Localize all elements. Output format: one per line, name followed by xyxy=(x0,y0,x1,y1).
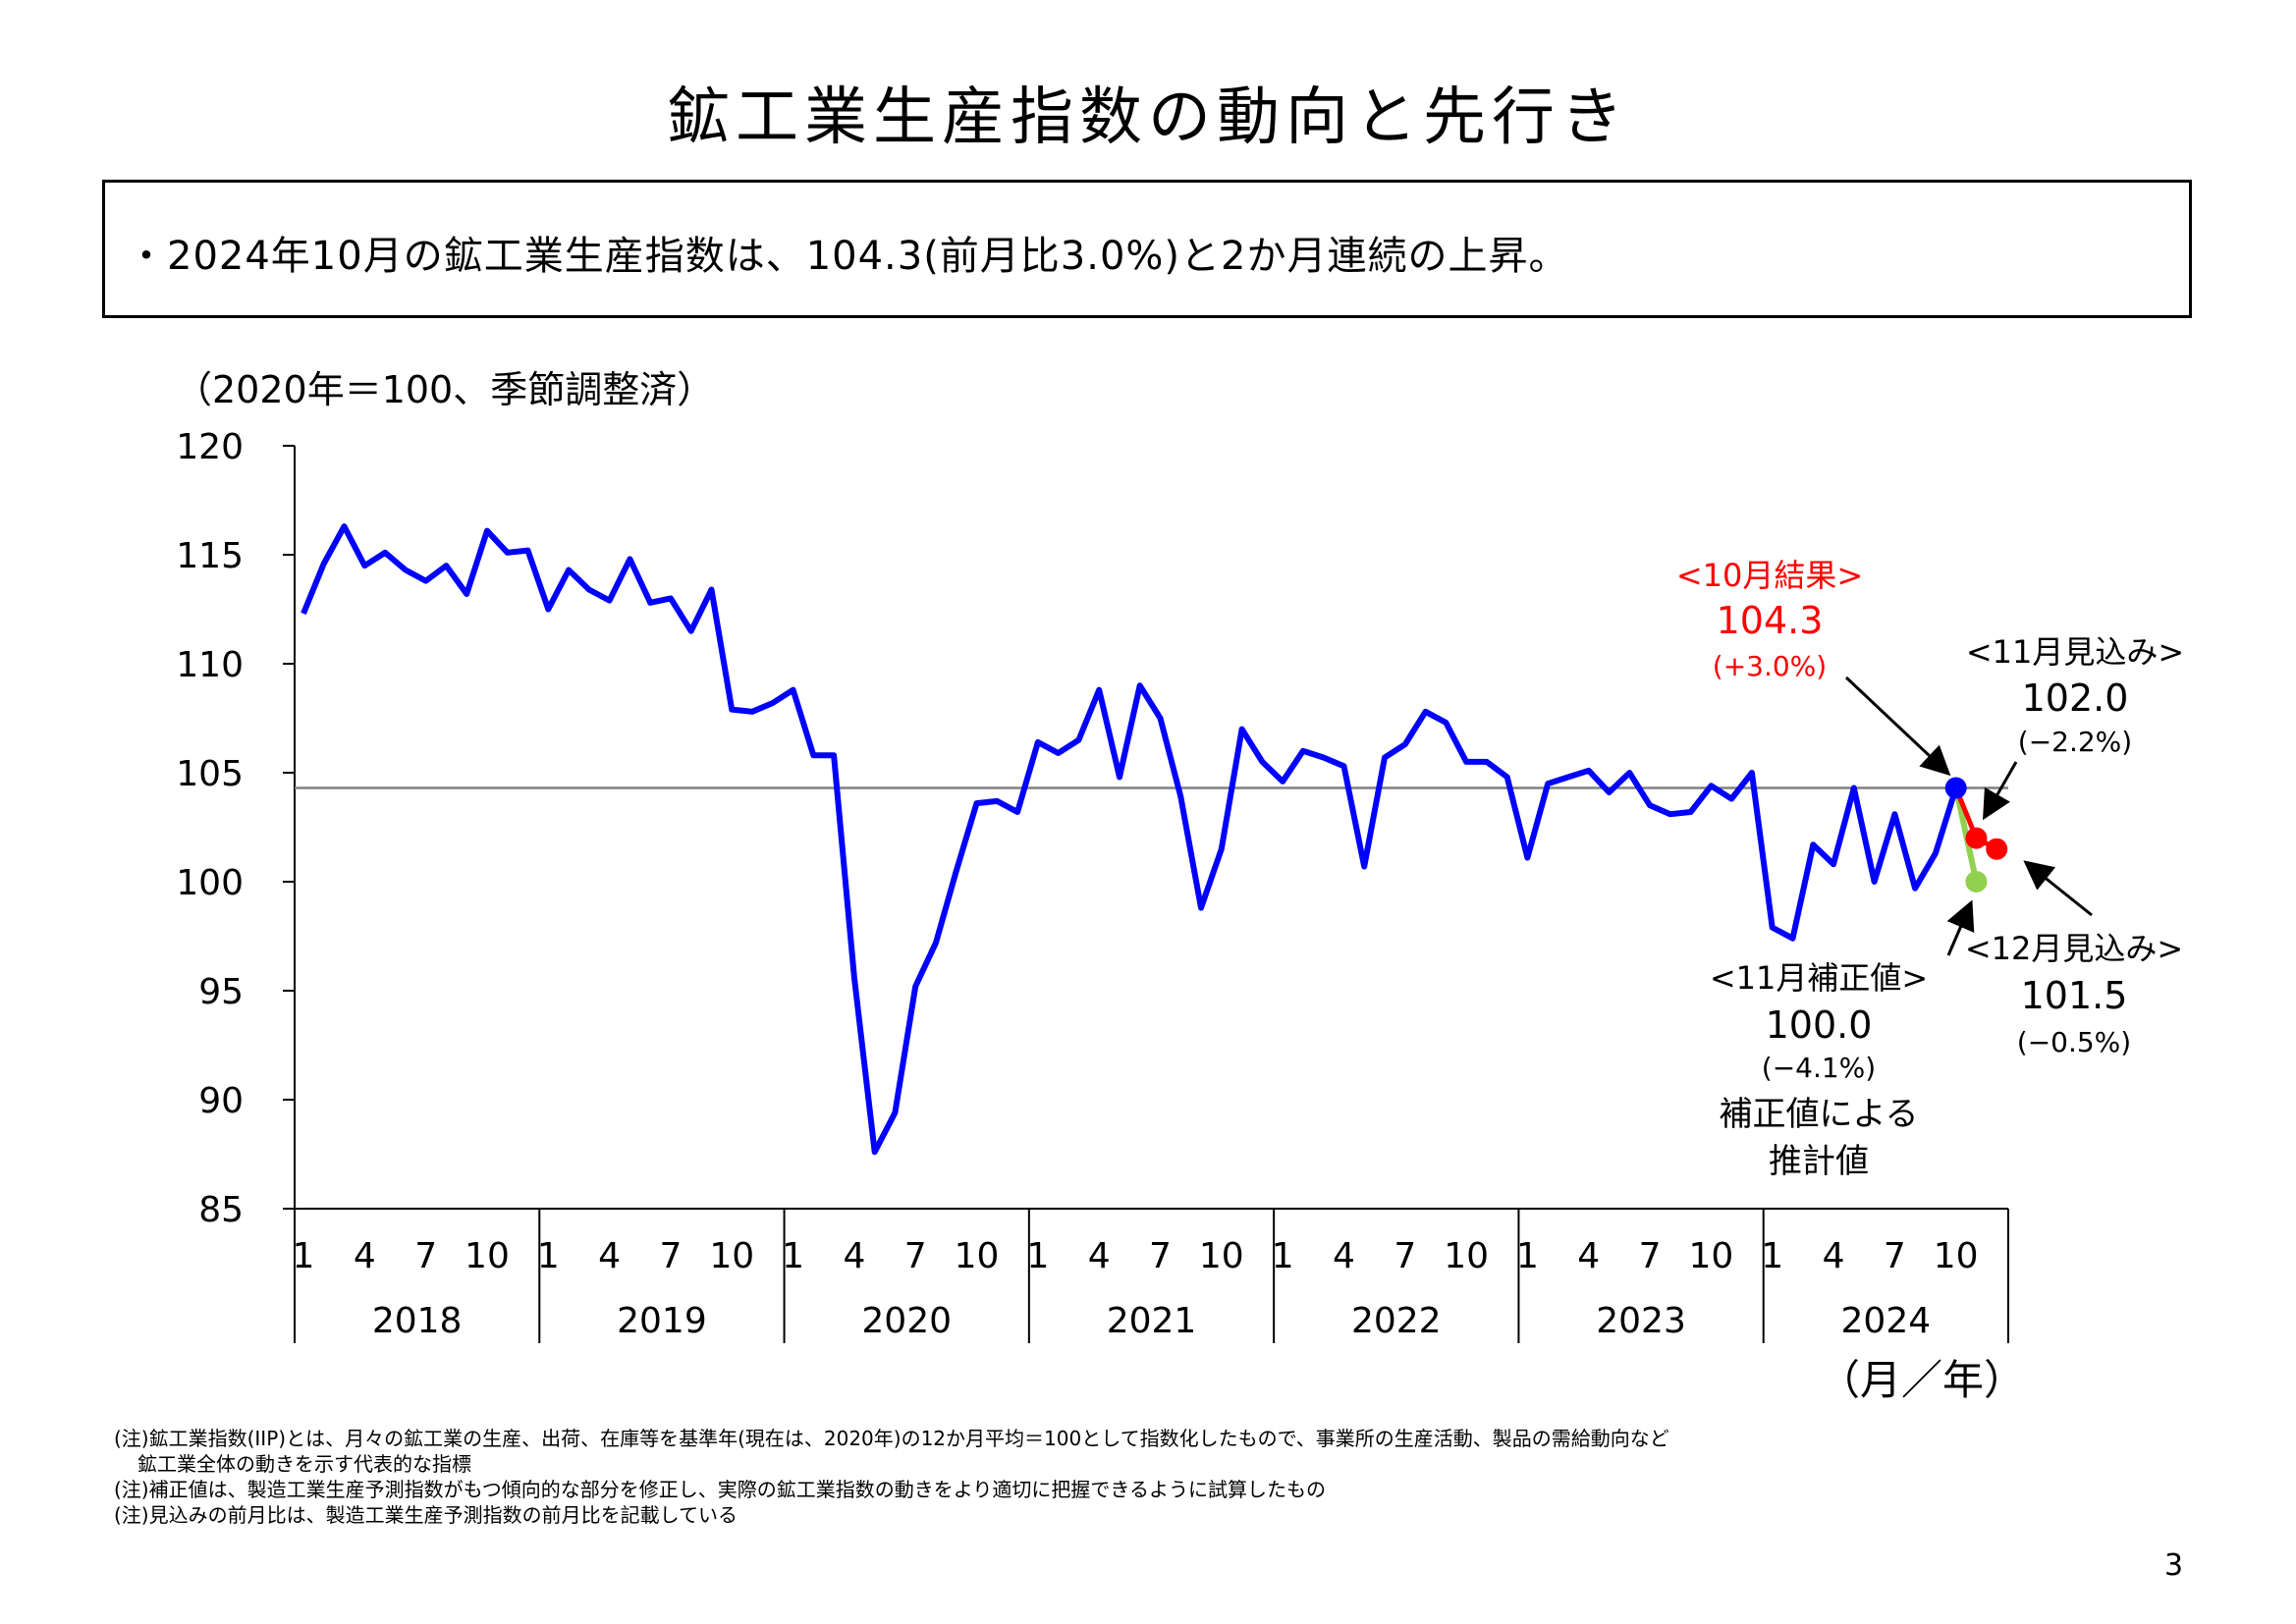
x-month-label: 10 xyxy=(1934,1236,1979,1276)
y-tick-label: 110 xyxy=(176,645,244,685)
oct-result-label: <10月結果> xyxy=(1676,557,1863,594)
y-unit-label: （2020年＝100、季節調整済） xyxy=(175,368,715,411)
x-month-label: 7 xyxy=(1394,1236,1416,1276)
arrow-dec-forecast xyxy=(2023,860,2093,917)
x-year-label: 2020 xyxy=(861,1301,952,1341)
x-month-label: 1 xyxy=(782,1236,804,1276)
x-month-label: 10 xyxy=(1688,1236,1733,1276)
y-tick-label: 115 xyxy=(176,536,244,576)
x-month-label: 10 xyxy=(709,1236,754,1276)
x-month-label: 1 xyxy=(1761,1236,1783,1276)
x-year-label: 2023 xyxy=(1596,1301,1686,1341)
summary-box: ・2024年10月の鉱工業生産指数は、104.3(前月比3.0%)と2か月連続の… xyxy=(102,180,2192,318)
series-line-iip xyxy=(301,523,1959,1156)
x-month-label: 1 xyxy=(1516,1236,1539,1276)
note-1-continued: 鉱工業全体の動きを示す代表的な指標 xyxy=(137,1452,471,1476)
arrow-nov-forecast xyxy=(1983,761,2018,821)
x-month-label: 7 xyxy=(904,1236,927,1276)
forecast-point xyxy=(1986,838,2008,860)
note-1: (注)鉱工業指数(IIP)とは、月々の鉱工業の生産、出荷、在庫等を基準年(現在は… xyxy=(114,1427,1669,1450)
corrected-point xyxy=(1965,871,1988,893)
x-month-label: 7 xyxy=(1884,1236,1906,1276)
x-year-label: 2022 xyxy=(1351,1301,1442,1341)
note-3: (注)見込みの前月比は、製造工業生産予測指数の前月比を記載している xyxy=(114,1503,738,1527)
oct-result-change: (+3.0%) xyxy=(1713,650,1827,682)
oct-result-value: 104.3 xyxy=(1717,599,1824,642)
x-month-label: 4 xyxy=(1088,1236,1111,1276)
nov-corrected-desc1: 補正値による xyxy=(1720,1095,1919,1134)
y-tick-label: 85 xyxy=(198,1190,244,1230)
y-tick-label: 100 xyxy=(176,863,244,903)
page-title: 鉱工業生産指数の動向と先行き xyxy=(667,81,1629,154)
x-month-label: 7 xyxy=(659,1236,682,1276)
nov-forecast-change: (−2.2%) xyxy=(2018,726,2132,758)
x-year-label: 2019 xyxy=(617,1301,707,1341)
x-month-label: 10 xyxy=(465,1236,510,1276)
x-month-label: 4 xyxy=(354,1236,376,1276)
x-year-label: 2024 xyxy=(1841,1301,1932,1341)
x-year-label: 2021 xyxy=(1107,1301,1197,1341)
y-tick-label: 120 xyxy=(176,427,244,467)
x-month-label: 10 xyxy=(1199,1236,1244,1276)
x-month-label: 1 xyxy=(1272,1236,1294,1276)
y-tick-label: 95 xyxy=(198,972,244,1012)
x-year-label: 2018 xyxy=(372,1301,463,1341)
dec-forecast-change: (−0.5%) xyxy=(2017,1026,2131,1058)
summary-text: ・2024年10月の鉱工業生産指数は、104.3(前月比3.0%)と2か月連続の… xyxy=(127,234,1569,279)
x-month-label: 7 xyxy=(1639,1236,1662,1276)
x-unit-label: （月／年） xyxy=(1819,1356,2026,1404)
nov-corrected-label: <11月補正値> xyxy=(1710,959,1928,997)
nov-corrected-value: 100.0 xyxy=(1766,1003,1873,1047)
nov-corrected-desc2: 推計値 xyxy=(1769,1142,1869,1181)
x-month-label: 1 xyxy=(293,1236,315,1276)
arrow-nov-corrected xyxy=(1946,899,1975,956)
y-tick-label: 90 xyxy=(198,1081,244,1121)
x-month-label: 10 xyxy=(1444,1236,1489,1276)
forecast-point xyxy=(1965,827,1988,849)
x-month-label: 4 xyxy=(1333,1236,1355,1276)
annotation-layer: <10月結果> 104.3 (+3.0%) <11月見込み> 102.0 (−2… xyxy=(1676,557,2184,1181)
x-month-label: 1 xyxy=(1026,1236,1049,1276)
footnotes: (注)鉱工業指数(IIP)とは、月々の鉱工業の生産、出荷、在庫等を基準年(現在は… xyxy=(114,1426,1669,1528)
page-number: 3 xyxy=(2164,1548,2184,1583)
x-month-label: 4 xyxy=(1577,1236,1600,1276)
x-month-label: 4 xyxy=(1823,1236,1845,1276)
x-month-label: 10 xyxy=(955,1236,1000,1276)
nov-forecast-value: 102.0 xyxy=(2022,677,2129,720)
x-month-label: 4 xyxy=(598,1236,621,1276)
arrow-oct-result xyxy=(1844,676,1951,777)
series-layer xyxy=(301,523,2008,1156)
note-2: (注)補正値は、製造工業生産予測指数がもつ傾向的な部分を修正し、実際の鉱工業指数… xyxy=(114,1478,1327,1501)
annotation-arrows xyxy=(1844,676,2093,956)
dec-forecast-label: <12月見込み> xyxy=(1965,930,2183,967)
nov-corrected-change: (−4.1%) xyxy=(1762,1052,1876,1084)
x-month-label: 1 xyxy=(537,1236,560,1276)
dec-forecast-value: 101.5 xyxy=(2021,974,2128,1017)
nov-forecast-label: <11月見込み> xyxy=(1966,633,2184,671)
x-month-label: 7 xyxy=(1149,1236,1172,1276)
x-month-label: 7 xyxy=(414,1236,437,1276)
oct-result-point xyxy=(1944,777,1967,799)
x-month-label: 4 xyxy=(843,1236,865,1276)
y-tick-label: 105 xyxy=(176,754,244,794)
